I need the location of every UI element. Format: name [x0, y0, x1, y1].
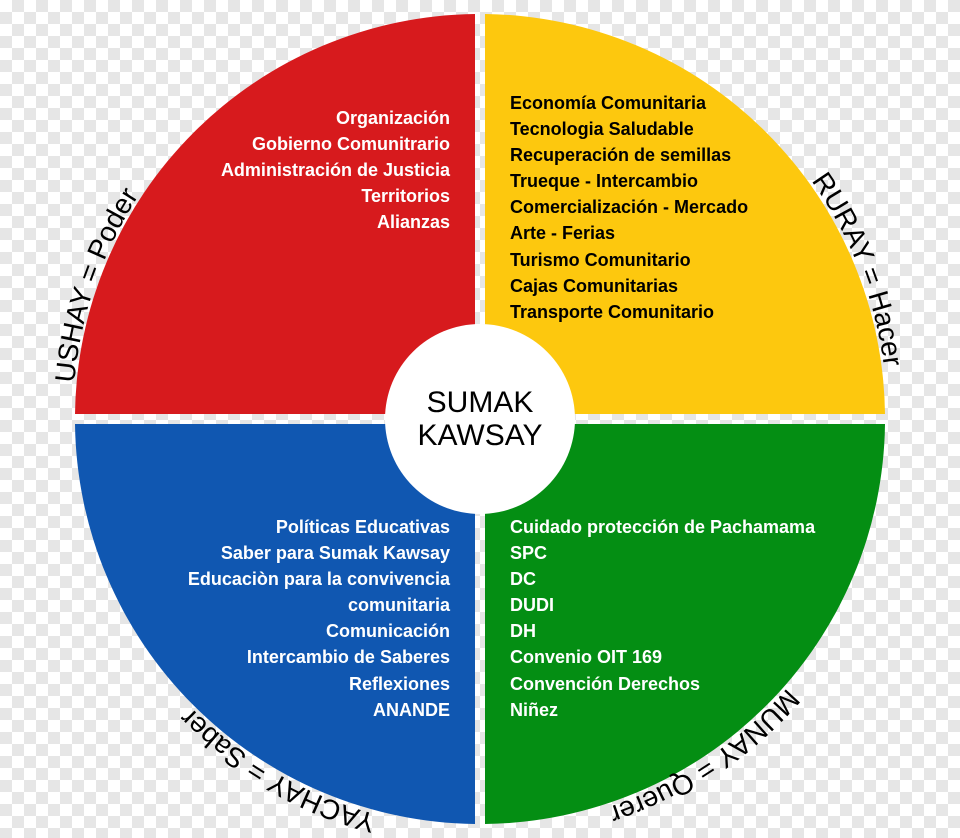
list-item: Convención Derechos	[510, 671, 815, 697]
diagram-stage: USHAY = Poder RURAY = Hacer YACHAY = Sab…	[0, 0, 960, 838]
list-item: DUDI	[510, 592, 815, 618]
list-item: Organización	[221, 105, 450, 131]
center-label-line1: SUMAK	[427, 386, 534, 419]
list-item: Cuidado protección de Pachamama	[510, 514, 815, 540]
quadrant-tr-items: Economía ComunitariaTecnologia Saludable…	[510, 90, 748, 325]
list-item: Niñez	[510, 697, 815, 723]
list-item: Turismo Comunitario	[510, 247, 748, 273]
list-item: Tecnologia Saludable	[510, 116, 748, 142]
list-item: Políticas Educativas	[188, 514, 450, 540]
quadrant-bl-items: Políticas EducativasSaber para Sumak Kaw…	[188, 514, 450, 723]
list-item: Transporte Comunitario	[510, 299, 748, 325]
center-label-line2: KAWSAY	[417, 419, 542, 452]
list-item: DH	[510, 618, 815, 644]
list-item: Educaciòn para la convivencia	[188, 566, 450, 592]
quadrant-br-items: Cuidado protección de PachamamaSPCDCDUDI…	[510, 514, 815, 723]
center-circle: SUMAK KAWSAY	[385, 324, 575, 514]
list-item: Administración de Justicia	[221, 157, 450, 183]
list-item: Alianzas	[221, 209, 450, 235]
list-item: Comunicación	[188, 618, 450, 644]
list-item: DC	[510, 566, 815, 592]
center-label: SUMAK KAWSAY	[417, 386, 542, 452]
list-item: Comercialización - Mercado	[510, 194, 748, 220]
list-item: Trueque - Intercambio	[510, 168, 748, 194]
list-item: Economía Comunitaria	[510, 90, 748, 116]
list-item: Intercambio de Saberes	[188, 644, 450, 670]
list-item: comunitaria	[188, 592, 450, 618]
list-item: ANANDE	[188, 697, 450, 723]
list-item: Cajas Comunitarias	[510, 273, 748, 299]
list-item: Arte - Ferias	[510, 220, 748, 246]
list-item: SPC	[510, 540, 815, 566]
list-item: Reflexiones	[188, 671, 450, 697]
list-item: Saber para Sumak Kawsay	[188, 540, 450, 566]
list-item: Gobierno Comunitrario	[221, 131, 450, 157]
list-item: Recuperación de semillas	[510, 142, 748, 168]
quadrant-tl-items: OrganizaciónGobierno ComunitrarioAdminis…	[221, 105, 450, 235]
list-item: Territorios	[221, 183, 450, 209]
list-item: Convenio OIT 169	[510, 644, 815, 670]
